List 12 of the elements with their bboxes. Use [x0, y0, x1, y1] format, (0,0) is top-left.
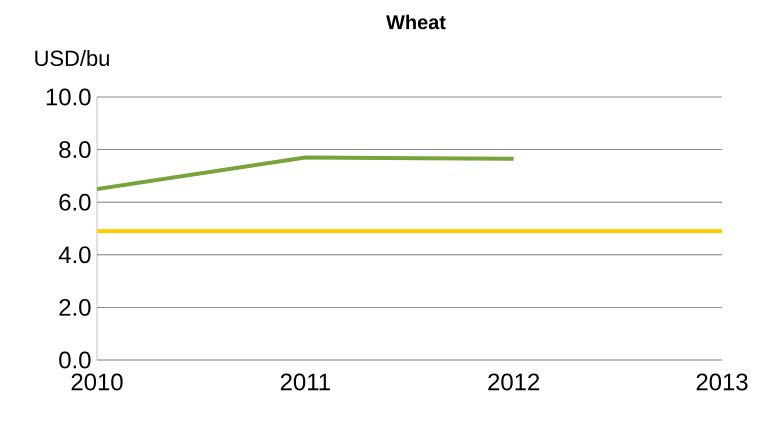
y-tick-label: 4.0: [58, 246, 91, 264]
y-tick-label: 6.0: [59, 194, 91, 211]
x-tick-label: 2011: [280, 374, 330, 390]
x-tick-label: 2013: [696, 374, 748, 390]
y-tick-label: 0.0: [59, 352, 91, 368]
x-tick-label: 2010: [72, 374, 123, 390]
chart-title: Wheat: [386, 14, 446, 30]
x-tick-label: 2012: [488, 374, 540, 390]
y-tick-label: 10.0: [46, 88, 91, 106]
y-tick-label: 2.0: [59, 298, 91, 316]
y-axis-title: USD/bu: [35, 50, 109, 66]
y-tick-label: 8.0: [59, 141, 91, 158]
